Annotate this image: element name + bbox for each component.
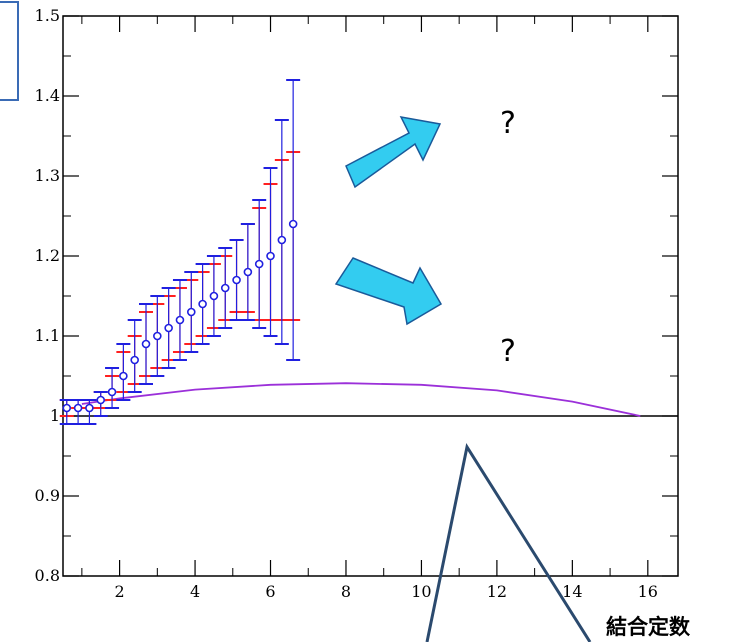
data-point <box>266 251 275 261</box>
data-point <box>62 403 72 413</box>
data-point <box>73 403 83 413</box>
data-series <box>59 79 301 425</box>
x-tick-label: 12 <box>487 582 507 601</box>
data-point <box>96 395 106 405</box>
data-point <box>198 299 207 309</box>
data-point <box>107 387 117 397</box>
data-point <box>119 371 128 381</box>
x-tick-label: 4 <box>190 582 200 601</box>
callout-lines <box>425 443 592 642</box>
data-point <box>164 323 173 333</box>
data-point <box>232 275 241 285</box>
lower-arrow <box>334 257 443 326</box>
data-point <box>277 235 287 245</box>
data-point <box>130 355 139 365</box>
y-tick-label: 1 <box>50 406 60 425</box>
y-tick-label: 0.9 <box>35 486 60 505</box>
upper-arrow <box>345 115 442 189</box>
theory-curve <box>81 382 641 417</box>
data-point <box>85 403 94 413</box>
x-tick-label: 8 <box>341 582 351 601</box>
y-tick-labels: 0.8 0.9 1 1.1 1.2 1.3 1.4 1.5 <box>35 6 60 585</box>
y-tick-label: 1.5 <box>35 6 60 25</box>
data-point <box>141 339 151 349</box>
y-tick-label: 1.2 <box>35 246 60 265</box>
y-tick-label: 1.1 <box>35 326 60 345</box>
left-frame-accent <box>0 1 19 101</box>
data-point <box>288 219 298 229</box>
y-tick-label: 0.8 <box>35 566 60 585</box>
data-point <box>243 267 253 277</box>
data-point <box>175 315 185 325</box>
x-tick-label: 2 <box>115 582 125 601</box>
x-tick-label: 10 <box>411 582 431 601</box>
data-point <box>153 331 162 341</box>
data-point <box>186 307 196 317</box>
lower-question-mark: ? <box>500 334 516 369</box>
x-tick-labels: 2 4 6 8 10 12 14 16 <box>115 582 658 601</box>
x-tick-label: 16 <box>638 582 658 601</box>
data-point <box>220 283 230 293</box>
callout-label: 結合定数 <box>606 615 691 639</box>
data-point <box>209 291 219 301</box>
y-tick-label: 1.4 <box>35 86 60 105</box>
x-tick-label: 6 <box>265 582 275 601</box>
x-tick-label: 14 <box>562 582 582 601</box>
y-tick-label: 1.3 <box>35 166 60 185</box>
data-point <box>254 259 264 269</box>
upper-question-mark: ? <box>500 106 516 141</box>
